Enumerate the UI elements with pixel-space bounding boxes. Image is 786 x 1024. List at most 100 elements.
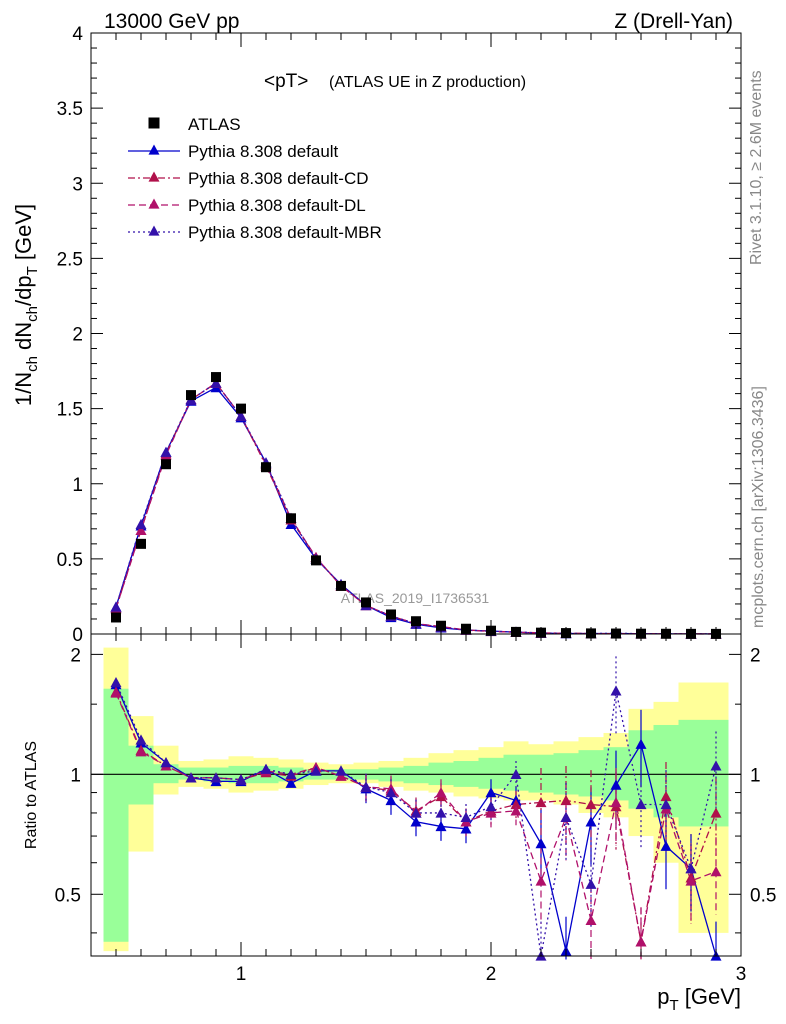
ratio-series-marker — [560, 794, 572, 806]
atlas-data-point — [111, 612, 121, 623]
main-series-marker — [110, 601, 122, 612]
ratio-series-marker — [435, 807, 447, 818]
atlas-data-point — [286, 513, 296, 524]
ratio-y-tick-label: 1 — [70, 765, 81, 786]
ratio-series-marker — [460, 811, 472, 823]
legend-marker — [148, 225, 160, 236]
main-y-tick-label: 1.5 — [57, 400, 83, 421]
ratio-series-marker — [610, 796, 622, 808]
ratio-series-marker — [560, 811, 572, 823]
ratio-series-marker — [710, 807, 722, 818]
ratio-series-marker — [135, 734, 147, 745]
ratio-series-marker — [385, 787, 397, 798]
legend-marker — [148, 198, 160, 209]
ratio-y-tick-label-right: 1 — [750, 765, 761, 786]
ratio-series-marker — [585, 799, 597, 810]
ratio-series-marker — [635, 738, 647, 749]
atlas-data-point — [236, 403, 246, 414]
legend-entry-label: Pythia 8.308 default-MBR — [188, 223, 382, 242]
ratio-series-marker — [535, 796, 547, 808]
ratio-series-marker — [660, 840, 672, 851]
main-series-marker — [135, 524, 147, 536]
main-series-marker — [135, 518, 147, 529]
atlas-data-point — [136, 538, 146, 549]
main-y-tick-label: 3.5 — [57, 99, 83, 120]
header-process-label: Z (Drell-Yan) — [614, 10, 733, 33]
x-tick-label: 2 — [486, 964, 497, 985]
ratio-series-marker — [685, 875, 697, 886]
atlas-data-point — [361, 597, 371, 608]
ratio-series-marker — [485, 807, 497, 818]
ratio-series-marker — [585, 878, 597, 889]
main-series-marker — [235, 410, 247, 421]
ratio-series-marker — [710, 760, 722, 771]
main-plot-title: <pT> (ATLAS UE in Z production) — [264, 71, 526, 92]
legend-marker — [148, 171, 160, 182]
legend: ATLAS Pythia 8.308 default Pythia 8.308 de… — [128, 115, 382, 242]
header-energy-label: 13000 GeV pp — [104, 10, 239, 33]
ratio-series-marker — [660, 799, 672, 810]
main-y-tick-label: 1 — [72, 475, 83, 496]
ratio-y-tick-label: 0.5 — [55, 885, 81, 906]
main-series-marker — [160, 446, 172, 457]
ratio-y-tick-label: 2 — [70, 645, 81, 666]
ratio-series-marker — [635, 799, 647, 810]
atlas-data-point — [336, 580, 346, 591]
main-series-marker — [210, 377, 222, 388]
ratio-series-marker — [710, 866, 722, 877]
main-y-axis-label: 1/Nch dNch/dpT [GeV] — [11, 204, 41, 406]
ratio-series-marker — [485, 801, 497, 812]
legend-entry-label: Pythia 8.308 default-CD — [188, 169, 369, 188]
ratio-series-marker — [135, 746, 147, 757]
legend-entry-label: Pythia 8.308 default-DL — [188, 196, 366, 215]
ratio-series-marker — [335, 765, 347, 776]
main-y-tick-label: 4 — [72, 24, 83, 45]
x-tick-label: 3 — [736, 964, 747, 985]
main-plot-title-sub: (ATLAS UE in Z production) — [329, 74, 526, 91]
atlas-data-point — [186, 390, 196, 401]
ratio-series-marker — [510, 805, 522, 816]
ratio-plot-frame — [90, 633, 742, 957]
atlas-data-point — [211, 372, 221, 383]
atlas-data-point — [436, 620, 446, 631]
legend-entry-label: Pythia 8.308 default — [188, 142, 339, 161]
ratio-series-marker — [110, 677, 122, 688]
atlas-data-point — [261, 462, 271, 473]
ratio-y-tick-label-right: 2 — [750, 645, 761, 666]
ratio-series-marker — [610, 779, 622, 790]
atlas-data-point — [161, 459, 171, 470]
ratio-series-marker — [335, 770, 347, 781]
atlas-data-point — [386, 609, 396, 620]
atlas-data-point — [311, 555, 321, 566]
watermark-label: ATLAS_2019_I1736531 — [341, 590, 490, 606]
ratio-y-tick-label-right: 0.5 — [750, 885, 776, 906]
ratio-series-marker — [485, 787, 497, 798]
ratio-stat-uncertainty-band — [103, 688, 129, 942]
main-plot-title-main: <pT> — [264, 71, 308, 92]
ratio-series-marker — [535, 875, 547, 886]
main-plot-panel: ATLAS_2019_I1736531 0 0.5 1 1.5 2 2.5 3 3.5 4 <p… — [57, 24, 742, 646]
main-y-tick-label: 3 — [72, 174, 83, 195]
ratio-stat-uncertainty-band — [678, 719, 704, 827]
legend-marker-atlas — [148, 117, 160, 129]
rivet-info-label: Rivet 3.1.10, ≥ 2.6M events — [748, 70, 765, 265]
ratio-series-marker — [510, 799, 522, 810]
ratio-plot-panel: 0.5 0.5 1 1 2 2 1 2 3 — [55, 633, 776, 985]
ratio-series-marker — [110, 687, 122, 698]
ratio-series-marker — [585, 816, 597, 827]
ratio-series-marker — [435, 787, 447, 798]
source-label: mcplots.cern.ch [arXiv:1306.3436] — [750, 386, 767, 628]
x-axis-label: pT [GeV] — [657, 984, 741, 1014]
atlas-data-point — [411, 616, 421, 627]
ratio-series-marker — [635, 936, 647, 947]
main-y-tick-label: 0.5 — [57, 550, 83, 571]
ratio-y-axis-label: Ratio to ATLAS — [23, 741, 40, 849]
ratio-series-marker — [585, 914, 597, 926]
ratio-series-marker — [510, 768, 522, 780]
ratio-series-marker — [185, 772, 197, 783]
ratio-series-marker — [360, 781, 372, 792]
ratio-series-marker — [385, 794, 397, 806]
ratio-series-marker — [535, 838, 547, 849]
legend-marker — [148, 144, 160, 155]
ratio-series-marker — [285, 777, 297, 788]
